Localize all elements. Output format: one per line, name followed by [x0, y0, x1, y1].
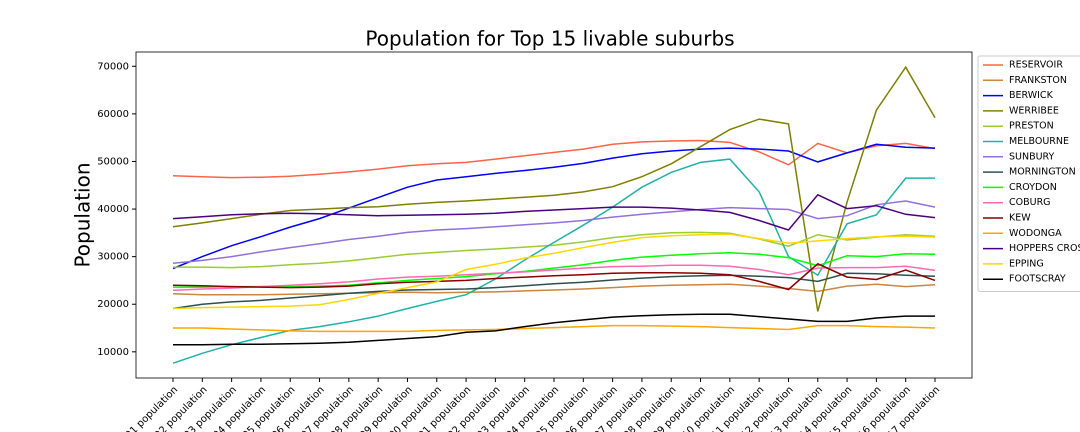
series-line: [172, 143, 936, 270]
series-line: [172, 283, 936, 296]
legend-label: MELBOURNE: [1009, 136, 1069, 147]
series-line: [172, 262, 936, 291]
legend-label: EPPING: [1009, 258, 1044, 269]
legend-box: [977, 55, 1080, 292]
legend-label: PRESTON: [1009, 121, 1054, 132]
series-line: [172, 233, 936, 310]
y-axis-label: Population: [71, 162, 95, 267]
legend-label: WERRIBEE: [1009, 105, 1059, 116]
legend-label: COBURG: [1009, 197, 1051, 208]
legend-label: MORNINGTON: [1009, 167, 1076, 178]
legend-label: RESERVOIR: [1009, 60, 1063, 71]
series-line: [173, 324, 936, 333]
series-line: [173, 313, 935, 346]
legend-label: FRANKSTON: [1009, 75, 1067, 86]
y-tick-label: 70000: [97, 61, 129, 72]
series-line: [173, 252, 936, 288]
y-tick-label: 40000: [97, 204, 129, 215]
legend-label: BERWICK: [1009, 90, 1054, 101]
y-tick-label: 10000: [97, 347, 129, 358]
y-tick-label: 20000: [97, 299, 129, 310]
series-line: [172, 139, 936, 179]
y-tick-label: 60000: [97, 109, 129, 120]
series-line: [172, 158, 935, 364]
legend-label: WODONGA: [1009, 228, 1062, 239]
y-tick-label: 50000: [97, 156, 129, 167]
y-tick-label: 30000: [97, 252, 129, 263]
series-line: [172, 65, 936, 312]
legend-label: HOPPERS CROSSING: [1009, 243, 1080, 254]
legend-label: SUNBURY: [1009, 151, 1055, 162]
legend-label: CROYDON: [1009, 182, 1057, 193]
series-line: [172, 264, 936, 292]
series-line: [172, 272, 936, 310]
legend-label: FOOTSCRAY: [1009, 274, 1066, 285]
series-line: [173, 231, 936, 269]
legend-label: KEW: [1009, 213, 1031, 224]
series-line: [172, 193, 936, 231]
series-line: [172, 200, 936, 265]
chart-title: Population for Top 15 livable suburbs: [365, 27, 734, 51]
